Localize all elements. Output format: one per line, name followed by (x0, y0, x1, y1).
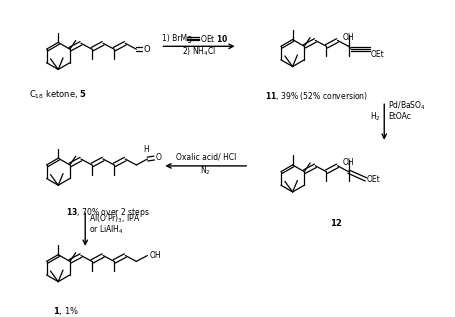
Text: $\mathbf{1}$, 1%: $\mathbf{1}$, 1% (53, 305, 79, 317)
Text: OH: OH (343, 33, 354, 42)
Text: OH: OH (149, 251, 161, 260)
Text: OEt: OEt (367, 175, 381, 184)
Text: H: H (144, 145, 149, 154)
Text: Oxalic acid/ HCl: Oxalic acid/ HCl (176, 153, 236, 162)
Text: OEt: OEt (371, 49, 384, 59)
Text: H$_{2}$: H$_{2}$ (369, 110, 380, 123)
Text: 1) BrMg: 1) BrMg (162, 34, 192, 43)
Text: C$_{18}$ ketone, $\mathbf{5}$: C$_{18}$ ketone, $\mathbf{5}$ (29, 89, 87, 101)
Text: Al(O$^{i}$Pr)$_{3}$, IPA: Al(O$^{i}$Pr)$_{3}$, IPA (89, 211, 141, 225)
Text: $\mathbf{11}$, 39% (52% conversion): $\mathbf{11}$, 39% (52% conversion) (265, 90, 368, 102)
Text: OEt $\mathbf{10}$: OEt $\mathbf{10}$ (200, 33, 228, 44)
Text: N$_{2}$: N$_{2}$ (201, 165, 211, 177)
Text: 2) NH$_{4}$Cl: 2) NH$_{4}$Cl (182, 46, 216, 58)
Text: O: O (155, 152, 161, 162)
Text: or LiAlH$_{4}$: or LiAlH$_{4}$ (89, 223, 124, 236)
Text: $\mathbf{13}$, 70% over 2 steps: $\mathbf{13}$, 70% over 2 steps (66, 206, 150, 219)
Text: Pd/BaSO$_{4}$: Pd/BaSO$_{4}$ (388, 100, 426, 112)
Text: $\mathbf{12}$: $\mathbf{12}$ (329, 217, 343, 228)
Text: EtOAc: EtOAc (388, 112, 411, 121)
Text: O: O (143, 45, 150, 54)
Text: OH: OH (343, 158, 354, 167)
